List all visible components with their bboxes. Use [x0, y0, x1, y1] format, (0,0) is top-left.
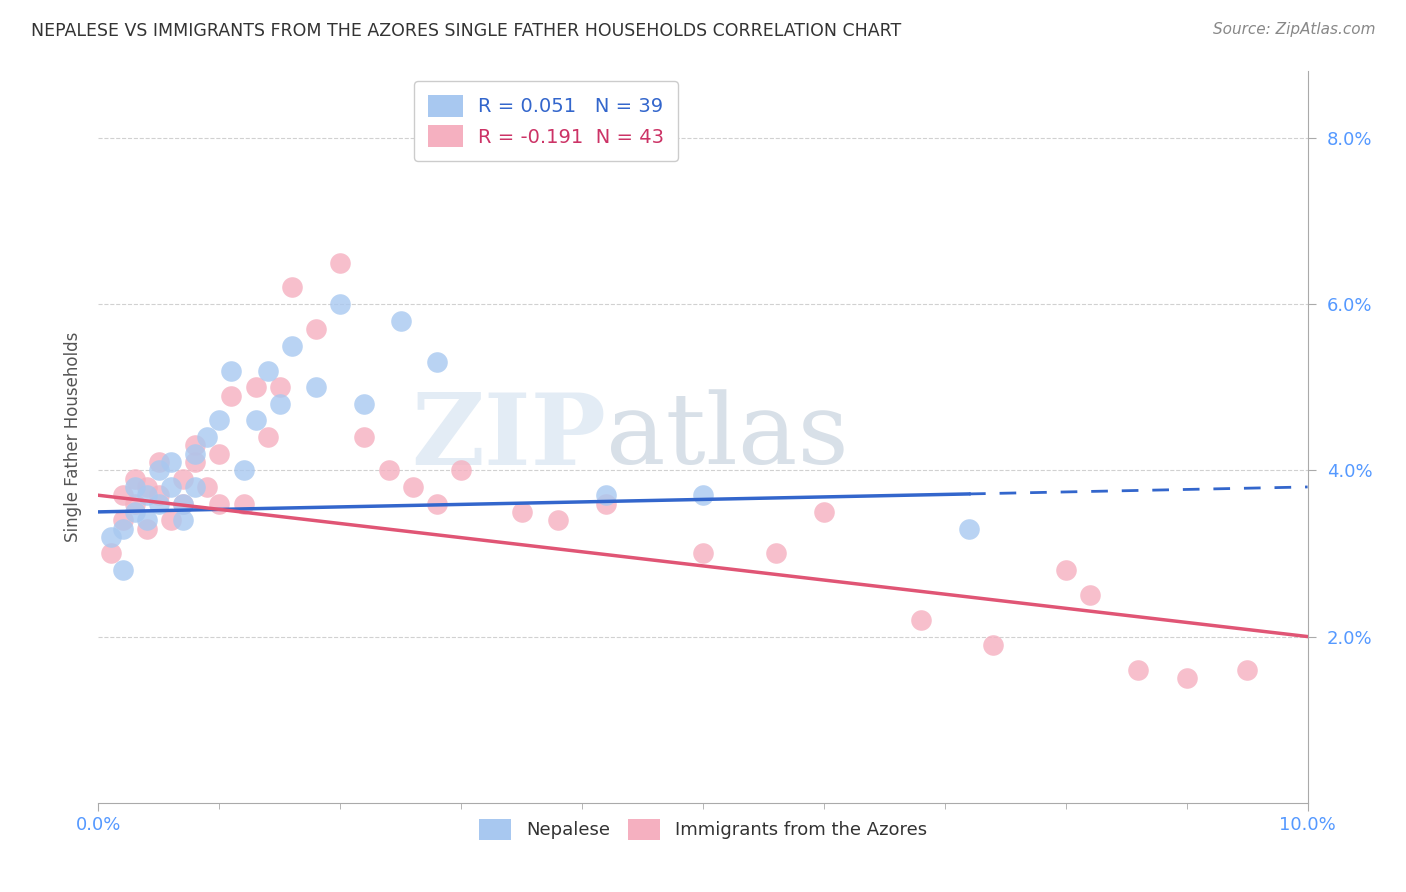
Point [148, 463, 170, 477]
Text: NEPALESE VS IMMIGRANTS FROM THE AZORES SINGLE FATHER HOUSEHOLDS CORRELATION CHAR: NEPALESE VS IMMIGRANTS FROM THE AZORES S… [31, 22, 901, 40]
Point [353, 430, 375, 444]
Point [124, 505, 146, 519]
Point [1054, 563, 1077, 577]
Text: Source: ZipAtlas.com: Source: ZipAtlas.com [1212, 22, 1375, 37]
Point [377, 463, 399, 477]
Point [184, 447, 207, 461]
Point [547, 513, 569, 527]
Point [1078, 588, 1101, 602]
Point [329, 255, 352, 269]
Point [981, 638, 1004, 652]
Point [389, 314, 412, 328]
Point [208, 413, 231, 427]
Point [281, 280, 304, 294]
Point [124, 472, 146, 486]
Point [245, 413, 267, 427]
Point [305, 322, 328, 336]
Point [135, 488, 157, 502]
Point [208, 497, 231, 511]
Point [1175, 671, 1198, 685]
Point [402, 480, 425, 494]
Point [281, 338, 304, 352]
Point [160, 455, 183, 469]
Point [100, 530, 122, 544]
Point [184, 455, 207, 469]
Point [692, 488, 714, 502]
Point [692, 546, 714, 560]
Point [111, 521, 134, 535]
Text: atlas: atlas [606, 389, 849, 485]
Point [1236, 663, 1258, 677]
Point [269, 380, 291, 394]
Point [426, 497, 449, 511]
Point [160, 513, 183, 527]
Point [1128, 663, 1150, 677]
Legend: Nepalese, Immigrants from the Azores: Nepalese, Immigrants from the Azores [470, 810, 936, 848]
Point [100, 546, 122, 560]
Point [172, 513, 194, 527]
Point [221, 363, 243, 377]
Y-axis label: Single Father Households: Single Father Households [63, 332, 82, 542]
Point [353, 397, 375, 411]
Point [510, 505, 533, 519]
Point [232, 463, 254, 477]
Point [765, 546, 787, 560]
Point [184, 480, 207, 494]
Point [111, 563, 134, 577]
Point [124, 497, 146, 511]
Point [160, 480, 183, 494]
Point [450, 463, 472, 477]
Point [195, 480, 218, 494]
Point [232, 497, 254, 511]
Point [595, 488, 617, 502]
Point [111, 513, 134, 527]
Point [269, 397, 291, 411]
Point [221, 388, 243, 402]
Point [426, 355, 449, 369]
Point [595, 497, 617, 511]
Point [208, 447, 231, 461]
Point [910, 613, 932, 627]
Point [135, 513, 157, 527]
Point [172, 472, 194, 486]
Point [256, 363, 278, 377]
Text: ZIP: ZIP [412, 389, 606, 485]
Point [957, 521, 980, 535]
Point [124, 480, 146, 494]
Point [148, 488, 170, 502]
Point [148, 497, 170, 511]
Point [813, 505, 835, 519]
Point [111, 488, 134, 502]
Point [305, 380, 328, 394]
Point [135, 521, 157, 535]
Point [329, 297, 352, 311]
Point [256, 430, 278, 444]
Point [135, 480, 157, 494]
Point [184, 438, 207, 452]
Point [195, 430, 218, 444]
Point [172, 497, 194, 511]
Point [245, 380, 267, 394]
Point [172, 497, 194, 511]
Point [148, 455, 170, 469]
